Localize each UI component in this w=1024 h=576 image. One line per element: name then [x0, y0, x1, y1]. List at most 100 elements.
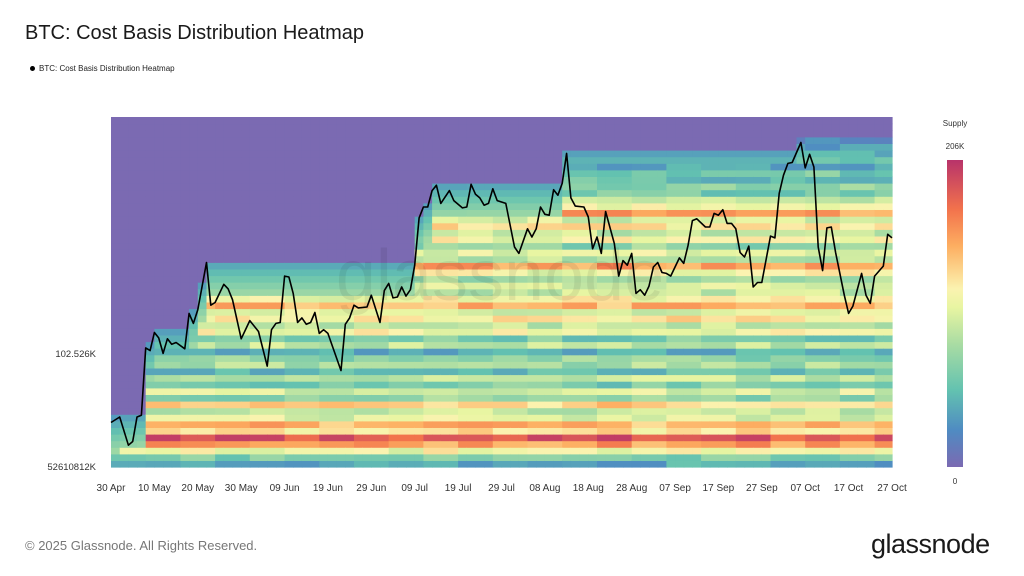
- heatmap-cell: [163, 216, 173, 224]
- heatmap-cell: [874, 427, 884, 435]
- heatmap-cell: [206, 414, 216, 422]
- heatmap-cell: [501, 354, 511, 362]
- heatmap-cell: [241, 460, 251, 468]
- heatmap-cell: [753, 117, 763, 125]
- heatmap-cell: [848, 460, 858, 468]
- heatmap-cell: [458, 328, 468, 336]
- heatmap-cell: [163, 374, 173, 382]
- heatmap-cell: [380, 268, 390, 277]
- heatmap-cell: [727, 255, 737, 263]
- heatmap-cell: [406, 275, 416, 283]
- heatmap-cell: [284, 150, 294, 158]
- heatmap-cell: [527, 354, 537, 362]
- heatmap-cell: [727, 460, 737, 468]
- heatmap-cell: [779, 447, 789, 455]
- heatmap-cell: [336, 275, 346, 283]
- heatmap-cell: [727, 301, 737, 310]
- heatmap-cell: [518, 176, 529, 184]
- heatmap-cell: [163, 447, 173, 455]
- heatmap-cell: [562, 447, 572, 455]
- heatmap-cell: [154, 150, 164, 158]
- heatmap-cell: [345, 117, 355, 125]
- heatmap-cell: [831, 381, 841, 389]
- heatmap-cell: [518, 156, 529, 164]
- heatmap-cell: [249, 367, 260, 376]
- heatmap-cell: [388, 209, 398, 217]
- heatmap-cell: [492, 268, 503, 277]
- heatmap-cell: [640, 163, 650, 171]
- heatmap-cell: [831, 301, 841, 310]
- heatmap-cell: [518, 163, 529, 171]
- heatmap-cell: [718, 123, 728, 131]
- heatmap-cell: [701, 229, 711, 237]
- glassnode-logo[interactable]: glassnode: [871, 529, 990, 559]
- heatmap-cell: [180, 268, 190, 277]
- heatmap-cell: [857, 387, 867, 395]
- heatmap-cell: [744, 367, 754, 376]
- heatmap-cell: [327, 434, 338, 442]
- heatmap-cell: [267, 169, 277, 177]
- heatmap-cell: [787, 374, 798, 382]
- heatmap-cell: [761, 275, 772, 283]
- heatmap-cell: [154, 440, 164, 448]
- heatmap-cell: [449, 308, 459, 316]
- heatmap-cell: [154, 420, 164, 428]
- heatmap-cell: [657, 229, 667, 237]
- heatmap-cell: [640, 301, 650, 310]
- heatmap-cell: [293, 414, 303, 422]
- heatmap-cell: [423, 374, 433, 382]
- heatmap-cell: [215, 460, 225, 468]
- heatmap-cell: [440, 427, 451, 435]
- heatmap-cell: [406, 262, 416, 270]
- heatmap-cell: [163, 189, 173, 197]
- heatmap-cell: [137, 341, 147, 349]
- heatmap-cell: [406, 268, 416, 277]
- heatmap-cell: [319, 420, 329, 428]
- legend-item[interactable]: BTC: Cost Basis Distribution Heatmap: [30, 64, 175, 73]
- heatmap-cell: [180, 387, 190, 395]
- heatmap-cell: [232, 447, 242, 455]
- heatmap-cell: [388, 255, 398, 263]
- price-line: [110, 141, 893, 446]
- heatmap-cell: [501, 394, 511, 402]
- heatmap-cell: [206, 249, 216, 257]
- heatmap-cell: [215, 401, 225, 409]
- heatmap-cell: [241, 216, 251, 224]
- heatmap-cell: [866, 130, 876, 138]
- heatmap-cell: [631, 308, 641, 316]
- heatmap-cell: [137, 328, 147, 336]
- heatmap-cell: [518, 282, 529, 290]
- heatmap-cell: [614, 301, 624, 310]
- heatmap-cell: [111, 117, 121, 125]
- heatmap-cell: [119, 123, 129, 131]
- heatmap-cell: [336, 348, 346, 356]
- heatmap-cell: [258, 354, 268, 362]
- heatmap-cell: [284, 348, 294, 356]
- heatmap-cell: [883, 216, 893, 224]
- heatmap-cell: [692, 407, 702, 415]
- heatmap-cell: [423, 156, 433, 164]
- heatmap-cell: [449, 189, 459, 197]
- heatmap-cell: [275, 150, 286, 158]
- heatmap-cell: [492, 288, 503, 296]
- heatmap-cell: [744, 440, 754, 448]
- heatmap-cell: [145, 229, 155, 237]
- heatmap-cell: [866, 176, 876, 184]
- heatmap-cell: [527, 262, 537, 270]
- heatmap-cell: [301, 334, 312, 343]
- heatmap-cell: [874, 447, 884, 455]
- heatmap-cell: [223, 401, 234, 409]
- heatmap-cell: [327, 255, 338, 263]
- heatmap-cell: [709, 249, 720, 257]
- heatmap-cell: [718, 189, 728, 197]
- heatmap-cell: [232, 288, 242, 296]
- heatmap-cell: [475, 321, 485, 329]
- heatmap-cell: [570, 367, 581, 376]
- heatmap-cell: [527, 328, 537, 336]
- heatmap-cell: [293, 407, 303, 415]
- heatmap-cell: [553, 367, 563, 376]
- heatmap-cell: [666, 169, 676, 177]
- heatmap-cell: [839, 123, 850, 131]
- heatmap-cell: [458, 367, 468, 376]
- heatmap-cell: [163, 117, 173, 125]
